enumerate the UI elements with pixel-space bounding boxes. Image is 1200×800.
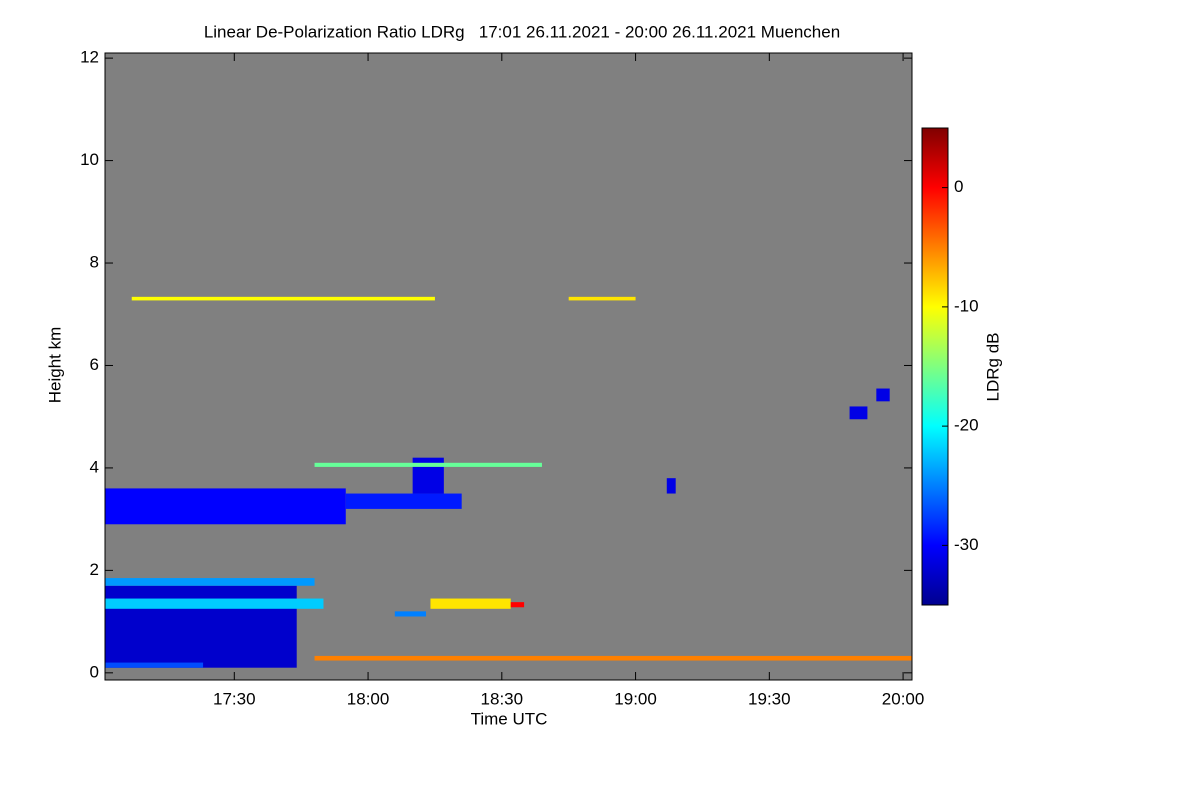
plot-frame bbox=[104, 52, 913, 681]
y-tick-label: 10 bbox=[80, 150, 99, 169]
colorbar-tick-label: -20 bbox=[954, 416, 979, 435]
x-tick-label: 19:00 bbox=[614, 689, 657, 708]
y-tick-label: 6 bbox=[90, 355, 99, 374]
x-tick-label: 18:00 bbox=[347, 689, 390, 708]
y-tick-label: 8 bbox=[90, 253, 99, 272]
heatmap-cell bbox=[105, 585, 297, 668]
heatmap-cell bbox=[394, 611, 427, 617]
heatmap-cell bbox=[105, 662, 204, 668]
heatmap-cell bbox=[510, 602, 525, 608]
x-tick-label: 18:30 bbox=[481, 689, 524, 708]
colorbar-tick-label: -30 bbox=[954, 535, 979, 554]
x-tick-label: 19:30 bbox=[748, 689, 791, 708]
x-tick-label: 20:00 bbox=[882, 689, 925, 708]
heatmap-cell bbox=[314, 655, 912, 661]
heatmap-cell bbox=[849, 406, 868, 420]
colorbar-tick-label: 0 bbox=[954, 177, 963, 196]
colorbar-label: LDRg dB bbox=[983, 333, 1002, 402]
plot-background bbox=[105, 53, 912, 680]
heatmap-cell bbox=[876, 388, 890, 402]
heatmap-cell bbox=[345, 493, 462, 509]
heatmap-cell bbox=[105, 488, 346, 525]
heatmap-cell bbox=[105, 598, 324, 609]
heatmap-cell bbox=[105, 578, 315, 586]
y-axis-label: Height km bbox=[45, 327, 64, 404]
heatmap-cell bbox=[131, 296, 435, 301]
colorbar-tick-label: -10 bbox=[954, 296, 979, 315]
y-tick-label: 4 bbox=[90, 457, 99, 476]
chart-title: Linear De-Polarization Ratio LDRg 17:01 … bbox=[204, 22, 840, 41]
heatmap-cell bbox=[430, 598, 511, 609]
colorbar bbox=[921, 127, 949, 606]
y-tick-label: 2 bbox=[90, 560, 99, 579]
x-tick-label: 17:30 bbox=[213, 689, 256, 708]
y-tick-label: 12 bbox=[80, 48, 99, 67]
heatmap-cell bbox=[568, 296, 636, 301]
x-axis-label: Time UTC bbox=[471, 709, 548, 728]
heatmap-cell bbox=[314, 462, 542, 467]
heatmap-cell bbox=[666, 478, 676, 494]
y-tick-label: 0 bbox=[90, 662, 99, 681]
